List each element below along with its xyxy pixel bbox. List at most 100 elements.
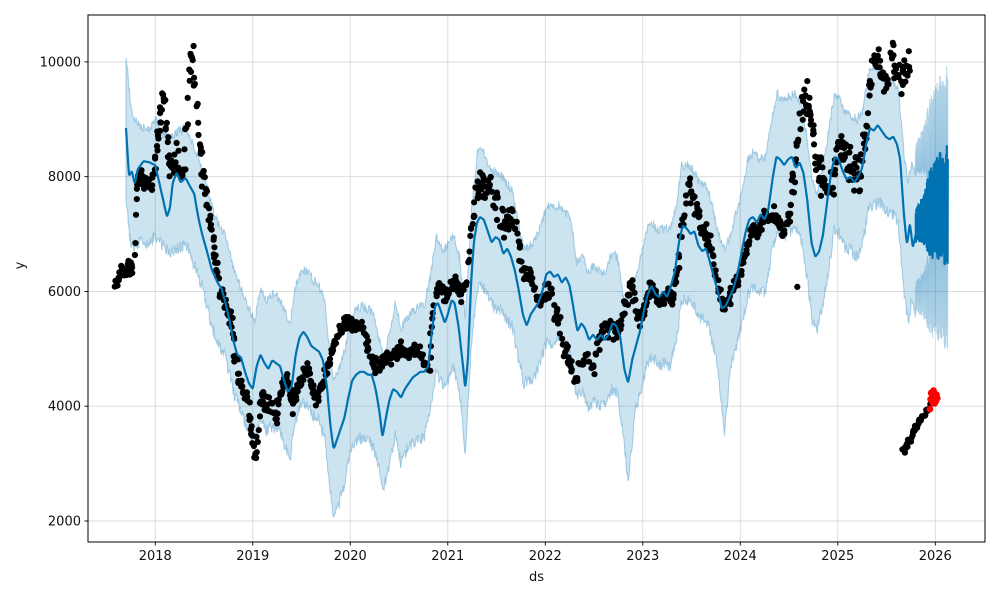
y-tick-label: 2000 [48,514,81,529]
observed-point [214,269,221,276]
observed-point [199,149,206,156]
observed-point [531,284,539,291]
observed-point [494,194,501,201]
observed-point [819,164,826,171]
observed-point [830,191,838,198]
observed-point [465,259,472,266]
observed-point [832,171,839,178]
observed-point [892,65,900,73]
observed-point [846,149,853,156]
observed-point [817,192,825,199]
anomaly-point [926,405,934,413]
observed-point [479,178,486,186]
observed-point [265,394,273,401]
observed-point [801,86,808,93]
observed-point [274,420,281,427]
observed-point [191,80,198,88]
observed-point [489,188,496,195]
observed-point [906,63,913,71]
x-tick-label: 2018 [139,549,172,564]
observed-point [789,173,797,180]
observed-point [670,291,677,298]
observed-point [312,402,319,409]
observed-point [710,261,717,268]
observed-point [631,289,638,296]
observed-point [253,433,260,440]
x-tick-label: 2019 [236,549,269,564]
observed-point [585,358,593,365]
observed-point [743,250,750,257]
observed-point [363,333,370,340]
observed-point [799,116,806,123]
observed-outlier-point [794,283,801,290]
observed-point [210,234,217,241]
observed-point [868,81,875,88]
observed-point [207,215,214,222]
observed-point [493,216,501,223]
observed-point [294,388,301,395]
observed-point [624,301,632,308]
observed-point [786,218,794,225]
observed-point [273,415,280,422]
observed-point [243,389,250,396]
observed-point [905,48,912,55]
observed-point [284,371,291,378]
observed-point [890,52,897,59]
observed-point [661,300,668,307]
observed-point [175,147,182,154]
observed-point [596,346,603,353]
observed-point [191,74,198,81]
observed-point [857,151,865,158]
observed-point [358,318,365,325]
observed-point [458,299,465,306]
observed-point [807,112,814,119]
observed-point [181,146,188,153]
observed-point [203,188,211,195]
observed-point [500,234,508,241]
observed-point [247,415,254,422]
observed-point [388,361,395,368]
observed-point [851,187,858,194]
forecast-line [124,124,949,449]
observed-point [821,176,828,183]
observed-point [710,253,717,260]
observed-point [831,166,839,173]
observed-point [162,97,169,104]
observed-point [810,141,818,148]
observed-point [253,449,260,456]
observed-point [810,122,817,129]
observed-point [275,396,282,403]
observed-point [253,454,260,462]
observed-point [898,91,905,98]
observed-point [427,367,434,374]
observed-point [618,317,625,324]
gridlines [88,15,985,542]
observed-point [877,57,884,64]
observed-point [875,46,882,53]
observed-point [467,225,475,232]
observed-point [471,199,478,206]
observed-point [673,279,680,286]
observed-point [904,72,911,79]
observed-point [184,121,191,128]
observed-point [133,196,140,203]
observed-point [629,277,636,284]
observed-point [293,396,300,403]
y-tick-label: 6000 [48,285,81,300]
observed-point [189,57,196,64]
observed-point [246,399,253,406]
observed-point [687,175,694,182]
observed-point [157,127,164,134]
observed-point [838,133,845,140]
observed-point [590,362,597,369]
observed-point [154,147,161,154]
observed-point [195,119,202,126]
observed-point [890,42,897,49]
observed-point [326,355,334,362]
observed-point [469,221,476,228]
observed-point [306,370,314,377]
observed-point [574,375,581,382]
observed-point [693,201,700,208]
